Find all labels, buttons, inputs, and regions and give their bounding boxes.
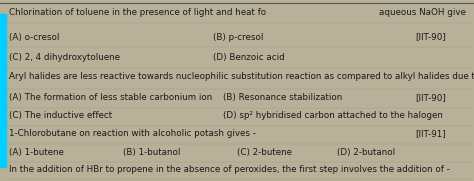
Text: 1-Chlorobutane on reaction with alcoholic potash gives -: 1-Chlorobutane on reaction with alcoholi…	[9, 129, 255, 138]
Text: Aryl halides are less reactive towards nucleophilic substitution reaction as com: Aryl halides are less reactive towards n…	[9, 72, 474, 81]
Text: Chlorination of toluene in the presence of light and heat fo: Chlorination of toluene in the presence …	[9, 8, 265, 17]
Text: [IIT-91]: [IIT-91]	[415, 129, 446, 138]
Text: (D) sp² hybridised carbon attached to the halogen: (D) sp² hybridised carbon attached to th…	[223, 111, 443, 120]
Text: (A) 1-butene: (A) 1-butene	[9, 148, 64, 157]
Text: aqueous NaOH give: aqueous NaOH give	[379, 8, 466, 17]
Text: (C) 2-butene: (C) 2-butene	[237, 148, 292, 157]
Text: [IIT-90]: [IIT-90]	[415, 33, 446, 42]
Text: (D) 2-butanol: (D) 2-butanol	[337, 148, 395, 157]
Text: (A) o-cresol: (A) o-cresol	[9, 33, 59, 42]
Bar	[0, 14, 6, 167]
Text: (A) The formation of less stable carbonium ion: (A) The formation of less stable carboni…	[9, 93, 212, 102]
Text: In the addition of HBr to propene in the absence of peroxides, the first step in: In the addition of HBr to propene in the…	[9, 165, 449, 174]
Text: (D) Benzoic acid: (D) Benzoic acid	[213, 52, 285, 62]
Text: (C) 2, 4 dihydroxytoluene: (C) 2, 4 dihydroxytoluene	[9, 52, 119, 62]
Text: (B) 1-butanol: (B) 1-butanol	[123, 148, 181, 157]
Text: (B) p-cresol: (B) p-cresol	[213, 33, 264, 42]
Text: [IIT-90]: [IIT-90]	[415, 93, 446, 102]
Text: (B) Resonance stabilization: (B) Resonance stabilization	[223, 93, 342, 102]
Text: (C) The inductive effect: (C) The inductive effect	[9, 111, 112, 120]
